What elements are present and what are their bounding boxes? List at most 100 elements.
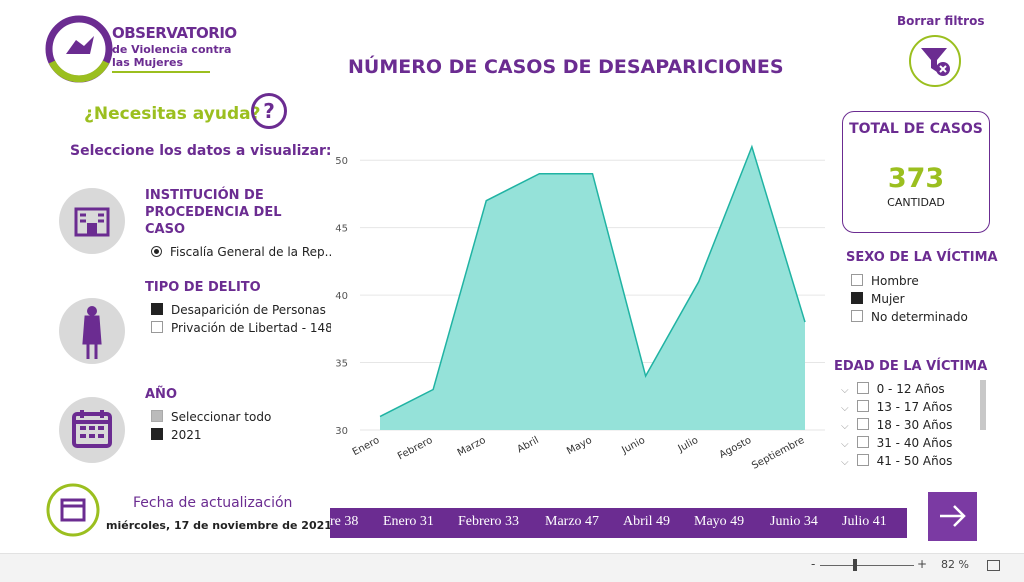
option-label: 41 - 50 Años xyxy=(876,454,953,468)
checkbox[interactable] xyxy=(851,310,863,322)
checkbox[interactable] xyxy=(851,274,863,286)
option-label: 2021 xyxy=(171,428,202,442)
filter-title: AÑO xyxy=(145,387,177,402)
filter-options: Desaparición de Personas Privación de Lib… xyxy=(151,301,331,337)
age-options: ⌵ 0 - 12 Años ⌵ 13 - 17 Años ⌵ 18 - 30 Años ⌵ 3… xyxy=(841,380,952,475)
expand-chevron[interactable]: ⌵ xyxy=(841,421,849,432)
option-label: Desaparición de Personas xyxy=(171,303,326,317)
ticker-item: Julio 41 xyxy=(842,514,887,529)
filter-options: Fiscalía General de la Rep... xyxy=(151,243,331,261)
option[interactable]: Hombre xyxy=(851,272,968,290)
clear-filters-label[interactable]: Borrar filtros xyxy=(897,14,985,28)
y-tick-label: 40 xyxy=(335,291,348,302)
status-bar xyxy=(0,553,1024,582)
clear-filters-button[interactable] xyxy=(908,34,962,88)
checkbox[interactable] xyxy=(151,428,163,440)
checkbox[interactable] xyxy=(851,292,863,304)
option[interactable]: Seleccionar todo xyxy=(151,408,331,426)
x-tick-label: Septiembre xyxy=(750,435,806,472)
update-date: miércoles, 17 de noviembre de 2021 xyxy=(106,519,332,532)
ticker-item: Marzo 47 xyxy=(545,514,600,529)
x-tick-label: Mayo xyxy=(565,435,594,457)
y-tick-label: 45 xyxy=(335,224,348,235)
option[interactable]: ⌵ 18 - 30 Años xyxy=(841,416,952,434)
option-label: 0 - 12 Años xyxy=(876,382,945,396)
x-tick-label: Junio xyxy=(619,435,647,457)
checkbox[interactable] xyxy=(856,418,869,430)
x-tick-label: Enero xyxy=(351,435,382,458)
filter-title: TIPO DE DELITO xyxy=(145,280,261,295)
option[interactable]: 2021 xyxy=(151,426,331,444)
logo-icon xyxy=(45,15,113,83)
arrow-icon xyxy=(940,505,966,527)
area xyxy=(380,146,805,430)
expand-chevron[interactable]: ⌵ xyxy=(841,385,849,396)
total-card xyxy=(842,111,990,233)
institution-icon xyxy=(59,188,125,254)
y-tick-label: 35 xyxy=(335,359,348,370)
option-label: No determinado xyxy=(871,310,968,324)
option[interactable]: No determinado xyxy=(851,308,968,326)
zoom-thumb[interactable] xyxy=(853,559,857,571)
ticker-item: Enero 31 xyxy=(383,514,434,529)
option[interactable]: Mujer xyxy=(851,290,968,308)
option[interactable]: ⌵ 31 - 40 Años xyxy=(841,434,952,452)
checkbox[interactable] xyxy=(856,454,869,466)
radio-button[interactable] xyxy=(151,246,162,257)
update-icon xyxy=(46,483,100,537)
option[interactable]: Fiscalía General de la Rep... xyxy=(151,243,331,261)
x-tick-label: Marzo xyxy=(456,435,488,459)
checkbox[interactable] xyxy=(151,303,163,315)
ticker: re 38 Enero 31 Febrero 33 Marzo 47 Abril 49 M… xyxy=(330,508,907,538)
update-label: Fecha de actualización xyxy=(133,495,293,511)
expand-chevron[interactable]: ⌵ xyxy=(841,439,849,450)
option[interactable]: Desaparición de Personas xyxy=(151,301,331,319)
option-label: 18 - 30 Años xyxy=(876,418,953,432)
y-tick-label: 50 xyxy=(335,156,348,167)
logo-subtitle: de Violencia contra xyxy=(112,43,232,56)
checkbox[interactable] xyxy=(856,400,869,412)
next-button[interactable] xyxy=(928,492,977,541)
total-title: TOTAL DE CASOS xyxy=(849,121,983,137)
filter-title: INSTITUCIÓN DE PROCEDENCIA DEL CASO xyxy=(145,188,282,237)
option-label: Mujer xyxy=(871,292,905,306)
crime-icon xyxy=(59,298,125,364)
option-label: Seleccionar todo xyxy=(171,410,272,424)
option-label: 13 - 17 Años xyxy=(876,400,953,414)
help-text[interactable]: ¿Necesitas ayuda? xyxy=(84,104,261,124)
checkbox[interactable] xyxy=(151,410,163,422)
sex-options: Hombre Mujer No determinado xyxy=(851,272,968,326)
sex-title: SEXO DE LA VÍCTIMA xyxy=(846,250,998,265)
option-label: 31 - 40 Años xyxy=(876,436,953,450)
option-label: Fiscalía General de la Rep... xyxy=(170,245,331,259)
year-icon xyxy=(59,397,125,463)
logo-underline xyxy=(112,71,210,73)
checkbox[interactable] xyxy=(151,321,163,333)
zoom-level: 82 % xyxy=(941,558,969,571)
zoom-in[interactable]: + xyxy=(917,557,928,571)
option-label: Privación de Libertad - 148 A xyxy=(171,321,331,335)
line xyxy=(379,144,806,418)
option[interactable]: Privación de Libertad - 148 A xyxy=(151,319,331,337)
filter-options: Seleccionar todo 2021 xyxy=(151,408,331,444)
prompt: Seleccione los datos a visualizar: xyxy=(70,143,332,159)
scrollbar[interactable] xyxy=(980,380,986,430)
logo-subtitle: las Mujeres xyxy=(112,56,184,69)
fit-page[interactable] xyxy=(987,560,1000,571)
expand-chevron[interactable]: ⌵ xyxy=(841,403,849,414)
option[interactable]: ⌵ 0 - 12 Años xyxy=(841,380,952,398)
option[interactable]: ⌵ 41 - 50 Años xyxy=(841,452,952,470)
x-tick-label: Febrero xyxy=(396,435,435,462)
help-button[interactable]: ? xyxy=(251,93,287,129)
ticker-item: Febrero 33 xyxy=(458,514,520,529)
zoom-out[interactable]: - xyxy=(811,557,816,571)
option-label: Hombre xyxy=(871,274,919,288)
checkbox[interactable] xyxy=(856,436,869,448)
total-caption: CANTIDAD xyxy=(887,196,945,209)
option[interactable]: ⌵ 13 - 17 Años xyxy=(841,398,952,416)
ticker-item: re 38 xyxy=(330,514,359,529)
checkbox[interactable] xyxy=(856,382,869,394)
expand-chevron[interactable]: ⌵ xyxy=(841,457,849,468)
zoom-slider[interactable] xyxy=(820,565,914,566)
x-tick-label: Abril xyxy=(515,435,540,455)
